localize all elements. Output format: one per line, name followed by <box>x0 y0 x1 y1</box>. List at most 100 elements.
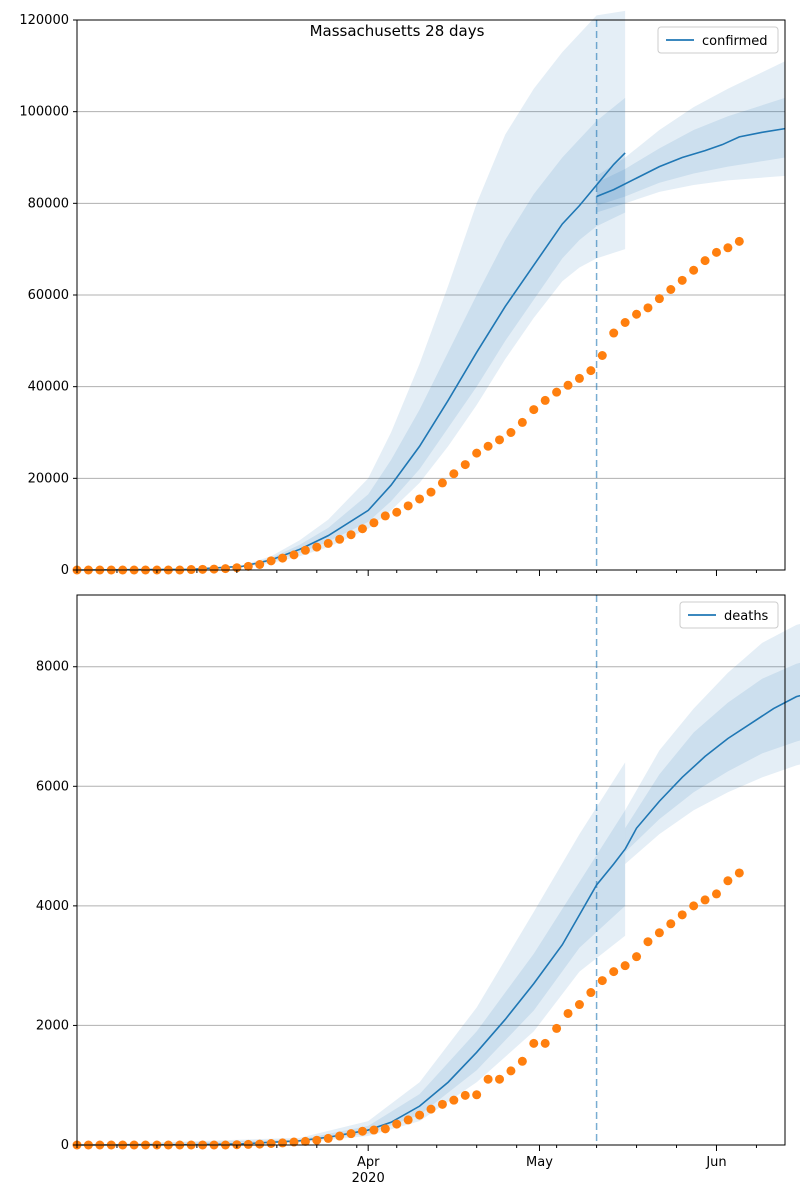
data-point <box>472 448 482 458</box>
x-tick-label: 2020 <box>352 1171 385 1186</box>
data-point <box>643 303 653 313</box>
data-point <box>255 560 265 569</box>
data-point <box>529 1038 539 1048</box>
uncertainty-band <box>625 623 800 865</box>
legend-label: deaths <box>724 609 769 624</box>
data-point <box>609 967 619 977</box>
y-tick-label: 8000 <box>36 660 69 675</box>
y-tick-label: 20000 <box>28 471 69 486</box>
data-point <box>689 265 699 275</box>
data-point <box>632 309 642 319</box>
y-tick-label: 6000 <box>36 779 69 794</box>
data-point <box>586 988 596 998</box>
data-point <box>552 387 562 397</box>
y-tick-label: 0 <box>61 1138 69 1153</box>
data-point <box>266 556 276 566</box>
data-point <box>426 487 436 497</box>
data-point <box>632 952 642 962</box>
data-point <box>346 1129 356 1139</box>
data-point <box>643 937 653 947</box>
y-tick-label: 4000 <box>36 899 69 914</box>
data-point <box>517 1056 527 1066</box>
data-point <box>289 550 299 560</box>
legend-box <box>657 26 779 54</box>
data-point <box>426 1104 436 1114</box>
data-point <box>563 1008 573 1018</box>
model-line <box>76 152 626 571</box>
data-point <box>243 1139 253 1149</box>
data-point <box>312 1135 322 1145</box>
data-point <box>540 395 550 405</box>
data-point <box>346 530 356 540</box>
data-point <box>723 243 733 253</box>
data-point <box>335 534 345 544</box>
data-point <box>552 1023 562 1033</box>
data-point <box>495 1074 505 1084</box>
data-point <box>449 1095 459 1105</box>
data-point <box>312 542 322 552</box>
data-point <box>437 1099 447 1109</box>
data-point <box>449 469 459 479</box>
data-point <box>220 564 230 574</box>
axes-frame <box>76 594 786 1146</box>
data-point <box>677 275 687 285</box>
data-point <box>415 494 425 504</box>
data-point <box>677 910 687 920</box>
data-point <box>369 518 379 528</box>
data-point <box>472 1090 482 1100</box>
data-point <box>506 1066 516 1076</box>
data-point <box>437 478 447 488</box>
data-point <box>597 976 607 986</box>
data-point <box>574 1000 584 1010</box>
x-tick-label: Jun <box>705 1155 726 1170</box>
data-point <box>586 366 596 376</box>
data-point <box>403 1115 413 1125</box>
data-point <box>483 1074 493 1084</box>
uncertainty-band <box>77 762 626 1145</box>
data-point <box>734 868 744 878</box>
uncertainty-band <box>596 97 785 206</box>
x-tick-label: May <box>526 1155 553 1170</box>
data-point <box>278 553 288 563</box>
data-point <box>300 545 310 555</box>
uncertainty-band <box>77 10 626 571</box>
data-point <box>403 501 413 511</box>
data-point <box>392 1119 402 1129</box>
data-point <box>255 1139 265 1149</box>
data-point <box>689 901 699 911</box>
data-point <box>266 1139 276 1149</box>
data-point <box>278 1138 288 1148</box>
data-point <box>711 247 721 257</box>
data-point <box>460 1090 470 1100</box>
data-point <box>357 524 367 534</box>
data-point <box>460 460 470 470</box>
data-point <box>654 928 664 938</box>
data-point <box>711 889 721 899</box>
data-point <box>517 417 527 427</box>
data-point <box>357 1126 367 1136</box>
data-point <box>654 294 664 304</box>
data-point <box>666 919 676 929</box>
data-point <box>323 1133 333 1143</box>
x-tick-label: Apr <box>357 1155 380 1170</box>
uncertainty-band <box>77 810 626 1145</box>
data-point <box>563 380 573 390</box>
y-tick-label: 40000 <box>28 380 69 395</box>
chart-title: Massachusetts 28 days <box>310 22 485 40</box>
forecast-line <box>596 127 786 198</box>
data-point <box>609 328 619 338</box>
data-point <box>495 435 505 445</box>
data-point <box>620 961 630 971</box>
y-tick-label: 80000 <box>28 196 69 211</box>
data-point <box>597 351 607 360</box>
data-point <box>369 1125 379 1135</box>
y-tick-label: 0 <box>61 563 69 578</box>
data-point <box>323 538 333 548</box>
data-point <box>483 441 493 451</box>
data-point <box>198 564 208 574</box>
data-point <box>289 1137 299 1147</box>
uncertainty-band <box>625 662 800 853</box>
